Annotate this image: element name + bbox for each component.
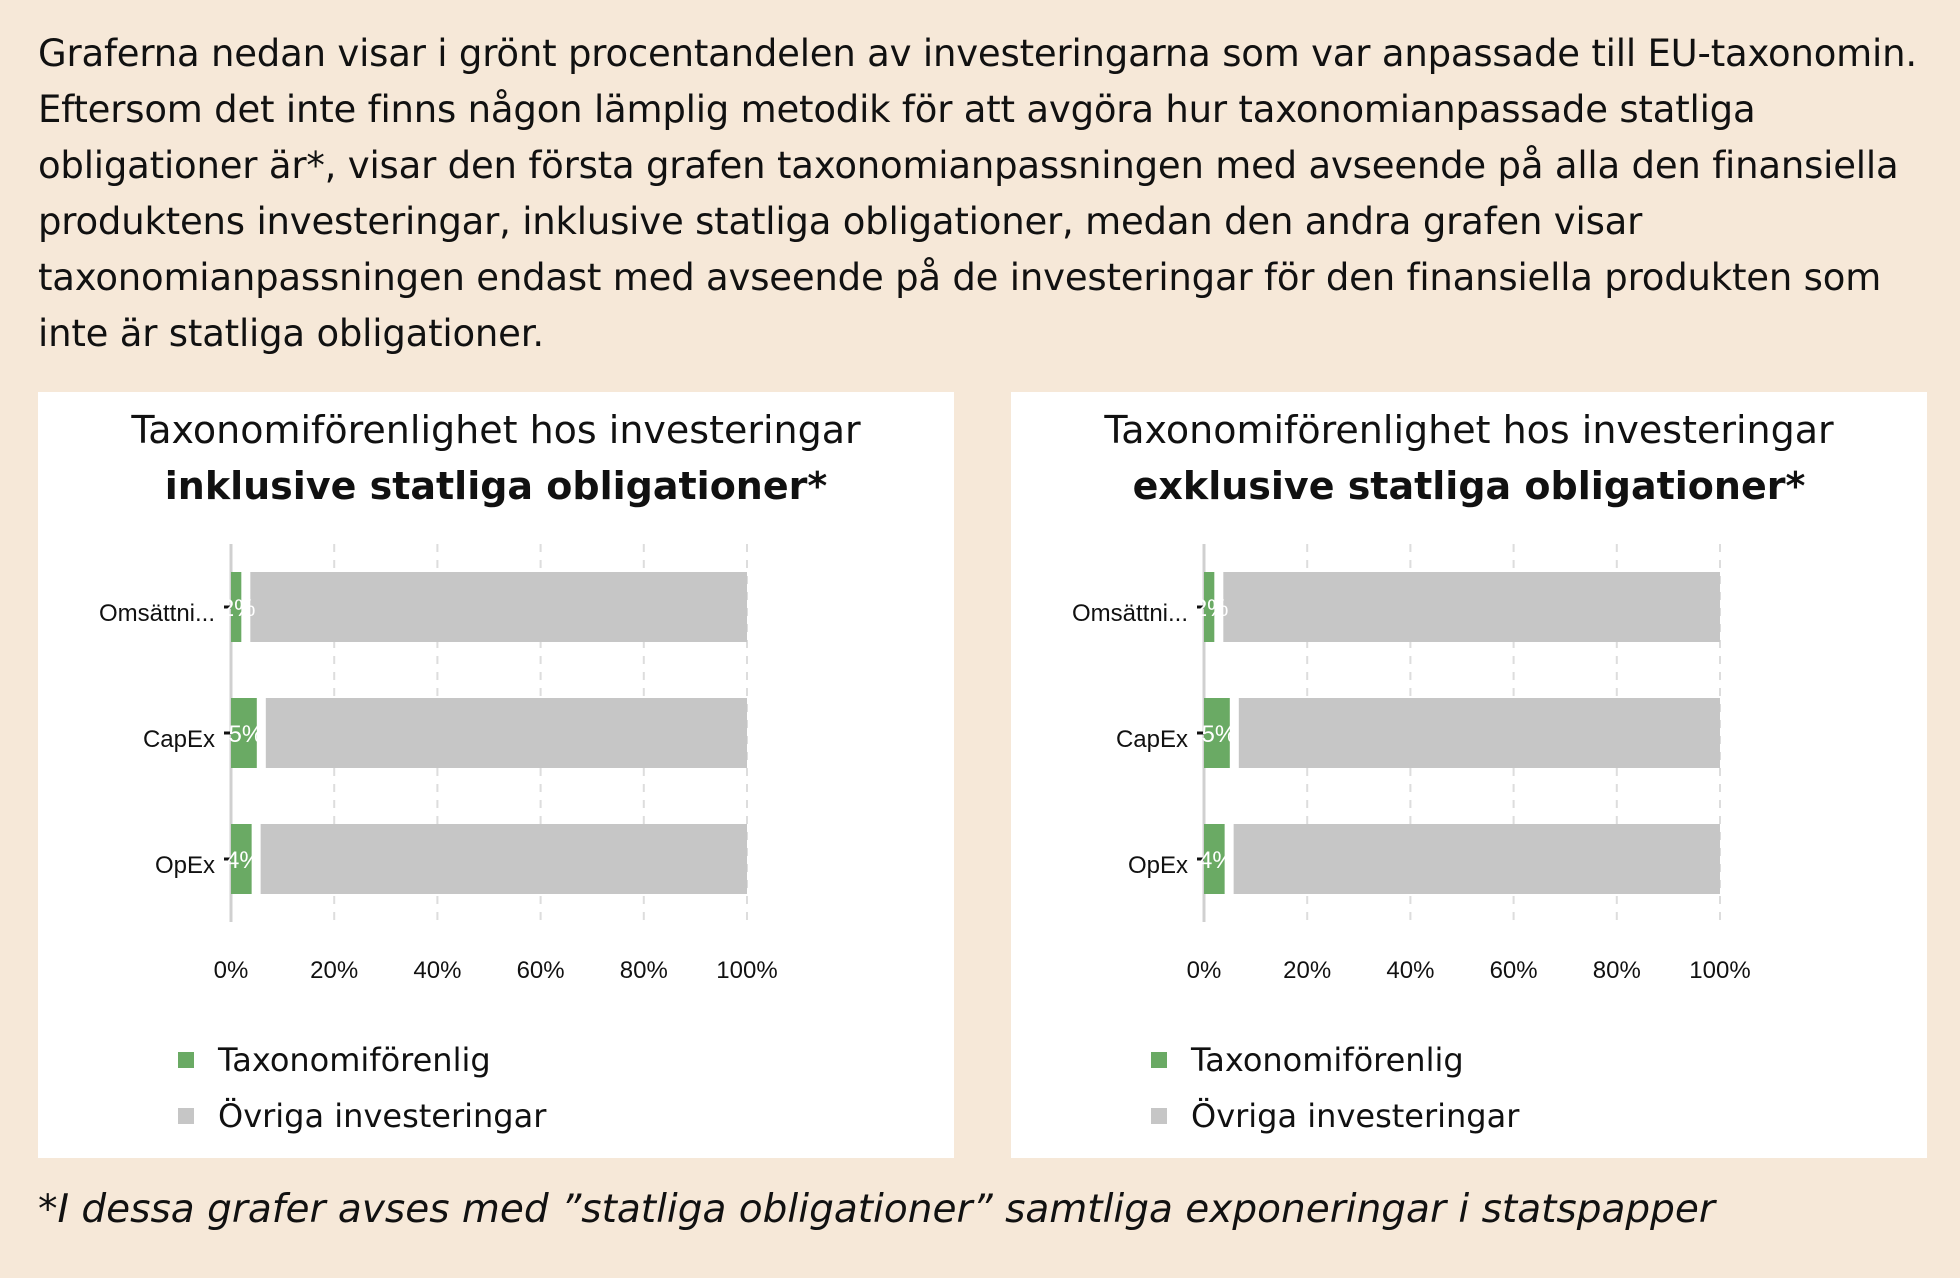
legend-item-other: Övriga investeringar [1151,1088,1519,1144]
legend: Taxonomiförenlig Övriga investeringar [1151,1032,1519,1144]
x-tick-label: 20% [310,957,358,984]
category-label: Omsättni... [99,600,215,627]
category-label: OpEx [155,852,215,879]
chart-title: Taxonomiförenlighet hos investeringar in… [38,402,954,514]
bar-other [250,572,747,642]
data-label: 2% [221,595,256,622]
bar-chart: 0% 20% 40% 60% 80% 100% Omsättni... 2% CapEx 5% Op… [1072,544,1751,984]
x-tick-label: 20% [1283,957,1331,984]
data-label: 4% [226,847,261,874]
bar-aligned [231,698,257,768]
bar-aligned [1204,698,1230,768]
x-tick-label: 80% [1593,957,1641,984]
bar-other [1238,698,1720,768]
x-tick-label: 0% [214,957,249,984]
bar-other [1233,824,1720,894]
legend-item-other: Övriga investeringar [178,1088,546,1144]
bar-aligned [231,572,242,642]
legend-label-aligned: Taxonomiförenlig [218,1041,491,1079]
legend-swatch-aligned [1151,1052,1167,1068]
legend-swatch-aligned [178,1052,194,1068]
x-tick-label: 0% [1187,957,1222,984]
legend-label-other: Övriga investeringar [218,1097,547,1135]
legend-swatch-other [178,1108,194,1124]
x-tick-label: 60% [517,957,565,984]
chart-title-bold: inklusive statliga obligationer* [164,464,828,508]
legend-label-other: Övriga investeringar [1191,1097,1520,1135]
category-label: Omsättni... [1072,600,1188,627]
bar-other [265,698,747,768]
x-tick-label: 40% [413,957,461,984]
chart-panel-inclusive: Taxonomiförenlighet hos investeringar in… [38,392,954,1158]
footnote: *I dessa grafer avses med ”statliga obli… [38,1187,1715,1232]
legend-label-aligned: Taxonomiförenlig [1191,1041,1464,1079]
data-label: 5% [1202,721,1237,748]
chart-title-line: Taxonomiförenlighet hos investeringar [131,408,861,452]
bar-aligned [1204,824,1225,894]
intro-text: Graferna nedan visar i grönt procentande… [38,32,1917,355]
chart-title-bold: exklusive statliga obligationer* [1132,464,1806,508]
legend-swatch-other [1151,1108,1167,1124]
category-label: OpEx [1128,852,1188,879]
x-tick-label: 100% [1689,957,1750,984]
category-label: CapEx [1116,726,1188,753]
legend-item-aligned: Taxonomiförenlig [1151,1032,1519,1088]
bar-chart: 0% 20% 40% 60% 80% 100% Omsättni... 2% CapEx 5% Op… [99,544,778,984]
data-label: 5% [229,721,264,748]
data-label: 2% [1194,595,1229,622]
x-tick-label: 100% [716,957,777,984]
x-tick-label: 60% [1490,957,1538,984]
data-label: 4% [1199,847,1234,874]
bar-aligned [231,824,252,894]
bar-other [1223,572,1720,642]
legend-item-aligned: Taxonomiförenlig [178,1032,546,1088]
legend: Taxonomiförenlig Övriga investeringar [178,1032,546,1144]
chart-title: Taxonomiförenlighet hos investeringar ex… [1011,402,1927,514]
x-tick-label: 40% [1386,957,1434,984]
bar-aligned [1204,572,1215,642]
category-label: CapEx [143,726,215,753]
bar-other [260,824,747,894]
chart-panel-exclusive: Taxonomiförenlighet hos investeringar ex… [1011,392,1927,1158]
chart-title-line: Taxonomiförenlighet hos investeringar [1104,408,1834,452]
x-tick-label: 80% [620,957,668,984]
